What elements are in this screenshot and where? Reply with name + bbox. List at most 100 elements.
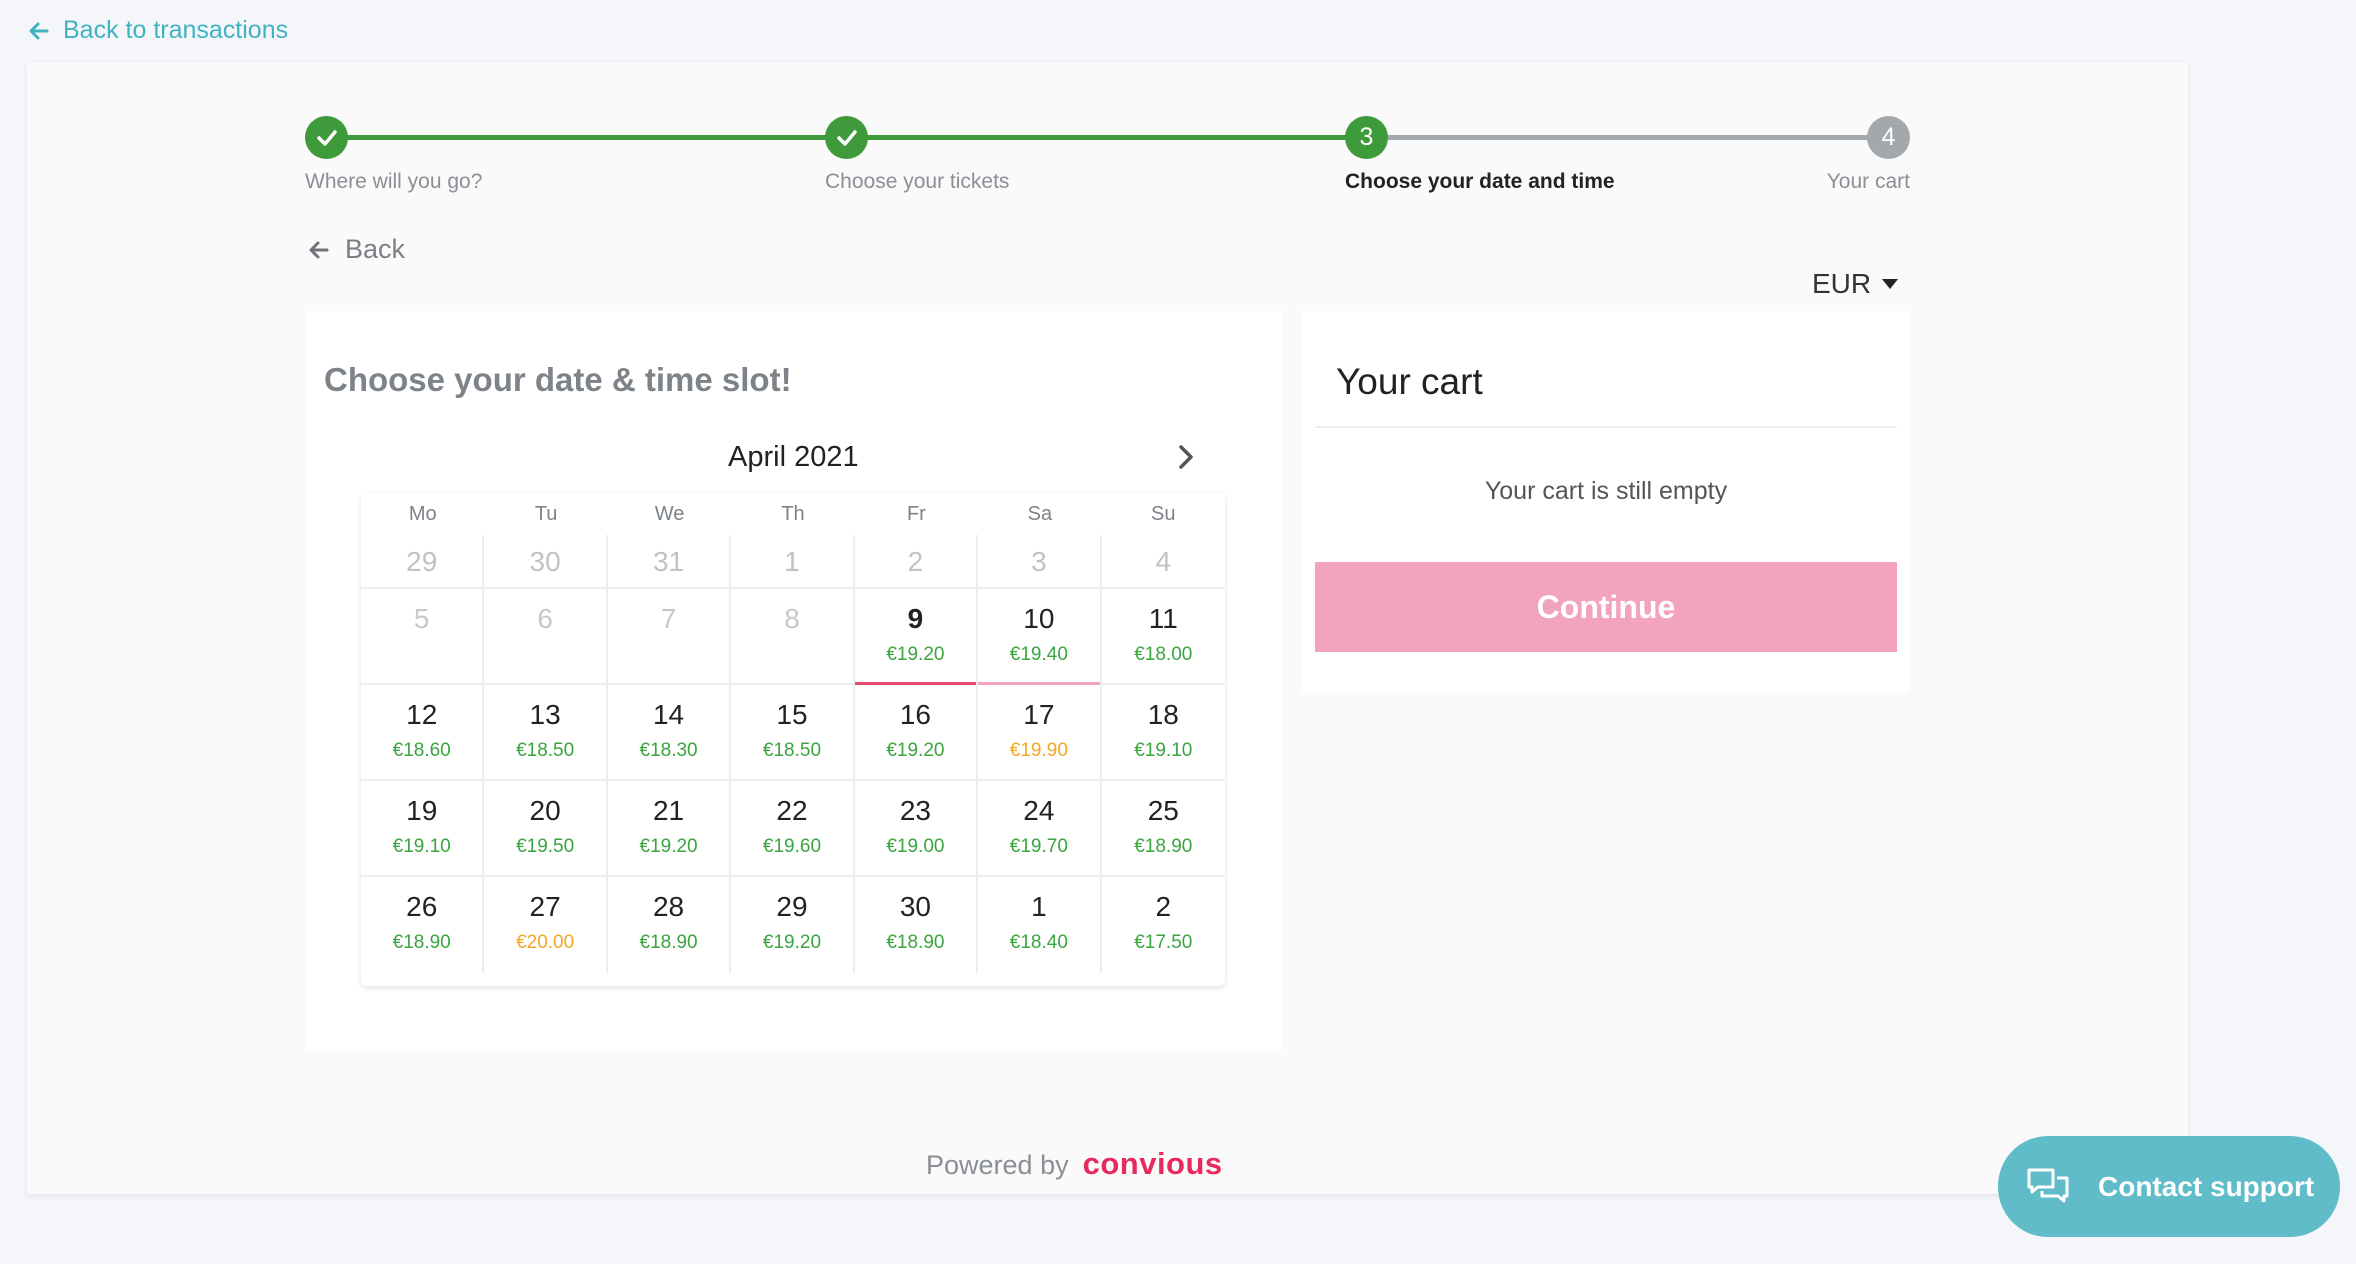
day-number: 18 [1147, 699, 1179, 730]
month-label: April 2021 [728, 441, 859, 473]
calendar-day[interactable]: 2 €17.50 [1102, 877, 1225, 973]
convious-logo[interactable]: convious [1082, 1146, 1223, 1181]
day-number: 1 [1031, 891, 1047, 922]
calendar-day[interactable]: 17 €19.90 [978, 685, 1102, 781]
calendar-day[interactable]: 30 €18.90 [855, 877, 979, 973]
calendar-day[interactable]: 27 €20.00 [484, 877, 608, 973]
day-price: €19.10 [392, 836, 451, 857]
weekday-label: We [654, 503, 685, 525]
calendar-day[interactable]: 28 €18.90 [608, 877, 732, 973]
day-price: €19.40 [1009, 644, 1068, 665]
calendar-day[interactable]: 21 €19.20 [607, 781, 732, 877]
day-number: 4 [1155, 546, 1172, 577]
day-number: 19 [406, 795, 438, 826]
progress-stepper: 3 4 Where will you go? Choose your ticke… [305, 116, 1910, 206]
powered-by-label: Powered by [926, 1150, 1069, 1180]
calendar-day[interactable]: 29 €19.20 [731, 877, 855, 973]
next-month-button[interactable] [1170, 441, 1202, 473]
day-number: 21 [652, 795, 685, 826]
calendar-day[interactable]: 16 €19.20 [854, 685, 979, 781]
day-price: €19.70 [1009, 836, 1068, 857]
day-number: 29 [406, 546, 438, 577]
calendar-day[interactable]: 23 €19.00 [854, 781, 979, 877]
calendar-day[interactable]: 12 €18.60 [361, 685, 485, 781]
day-number: 9 [907, 603, 924, 634]
calendar-day-disabled: 3 [978, 535, 1102, 589]
calendar-day[interactable]: 1 €18.40 [978, 877, 1102, 973]
calendar-day-disabled: 31 [607, 535, 732, 589]
day-number: 7 [660, 603, 677, 634]
back-button[interactable]: Back [307, 234, 405, 265]
weekday-header: Mo Tu We Th Fr Sa Su [361, 493, 1225, 535]
step-2-label[interactable]: Choose your tickets [825, 170, 1010, 193]
day-number: 3 [1031, 546, 1047, 577]
cart-empty-message: Your cart is still empty [1484, 477, 1728, 505]
calendar-day[interactable]: 20 €19.50 [484, 781, 608, 877]
calendar-week: 5 6 7 8 9 €19.20 10 €19.40 11 €18.00 [361, 589, 1225, 685]
step-3-label: Choose your date and time [1345, 170, 1615, 193]
back-to-transactions-link[interactable]: Back to transactions [27, 16, 288, 45]
day-number: 26 [406, 891, 438, 922]
step-1-label[interactable]: Where will you go? [305, 170, 483, 193]
day-price: €19.50 [516, 836, 575, 857]
calendar-week: 12 €18.60 13 €18.50 14 €18.30 15 €18.50 16 €1… [361, 685, 1225, 781]
calendar-day[interactable]: 19 €19.10 [361, 781, 485, 877]
calendar-day[interactable]: 10 €19.40 [978, 589, 1102, 685]
day-number: 14 [652, 699, 685, 730]
day-number: 8 [784, 603, 800, 634]
calendar-day[interactable]: 24 €19.70 [978, 781, 1102, 877]
step-2-indicator[interactable] [825, 116, 868, 159]
calendar-day[interactable]: 25 €18.90 [1101, 781, 1225, 877]
day-price: €19.10 [1134, 740, 1193, 761]
day-price-high: €19.90 [1009, 740, 1068, 761]
day-price: €18.90 [639, 932, 698, 953]
check-icon [316, 129, 337, 146]
day-price: €19.20 [762, 932, 822, 953]
day-price: €18.60 [392, 740, 451, 761]
day-price: €19.20 [886, 644, 945, 665]
cart-panel: Your cart Your cart is still empty Conti… [1302, 311, 1910, 693]
calendar-day-disabled: 2 [854, 535, 979, 589]
day-number: 25 [1147, 795, 1179, 826]
weekday-label: Tu [534, 503, 558, 525]
day-number: 30 [899, 891, 931, 922]
day-price: €18.90 [886, 932, 945, 953]
step-1-indicator[interactable] [305, 116, 348, 159]
cart-title: Your cart [1336, 361, 1483, 402]
calendar-day-disabled: 30 [484, 535, 608, 589]
day-price: €18.90 [1134, 836, 1193, 857]
calendar-day[interactable]: 18 €19.10 [1101, 685, 1225, 781]
day-number: 22 [776, 795, 808, 826]
day-number: 30 [529, 546, 561, 577]
calendar-day-disabled: 4 [1101, 535, 1225, 589]
calendar-day[interactable]: 13 €18.50 [484, 685, 608, 781]
day-number: 17 [1023, 699, 1055, 730]
check-icon [836, 129, 857, 146]
day-price: €17.50 [1134, 932, 1193, 953]
calendar-day[interactable]: 15 €18.50 [731, 685, 855, 781]
currency-select[interactable]: EUR [1812, 268, 1899, 300]
day-number: 6 [537, 603, 553, 634]
continue-button[interactable]: Continue [1315, 562, 1897, 652]
arrow-left-icon [29, 22, 49, 39]
calendar-day[interactable]: 22 €19.60 [731, 781, 855, 877]
calendar-day[interactable]: 11 €18.00 [1101, 589, 1225, 685]
day-number: 12 [406, 699, 438, 730]
calendar-week-prev-month: 29 30 31 1 2 3 4 [361, 535, 1225, 589]
calendar-day[interactable]: 14 €18.30 [607, 685, 732, 781]
day-price-high: €20.00 [516, 932, 575, 953]
calendar-day-disabled: 5 [361, 589, 485, 685]
calendar-day-disabled: 29 [361, 535, 485, 589]
calendar-day[interactable]: 26 €18.90 [361, 877, 485, 973]
calendar-week: 26 €18.90 27 €20.00 28 €18.90 29 €19.20 30 €1… [361, 877, 1225, 973]
day-number: 31 [652, 546, 685, 577]
day-number: 29 [776, 891, 808, 922]
contact-support-label: Contact support [2098, 1170, 2315, 1202]
calendar-day-disabled: 1 [731, 535, 855, 589]
day-number: 20 [529, 795, 561, 826]
day-price: €18.50 [762, 740, 822, 761]
contact-support-button[interactable]: Contact support [1998, 1136, 2340, 1237]
calendar-day-today[interactable]: 9 €19.20 [854, 589, 979, 685]
step-4-indicator: 4 [1867, 116, 1910, 159]
day-price: €19.20 [639, 836, 698, 857]
